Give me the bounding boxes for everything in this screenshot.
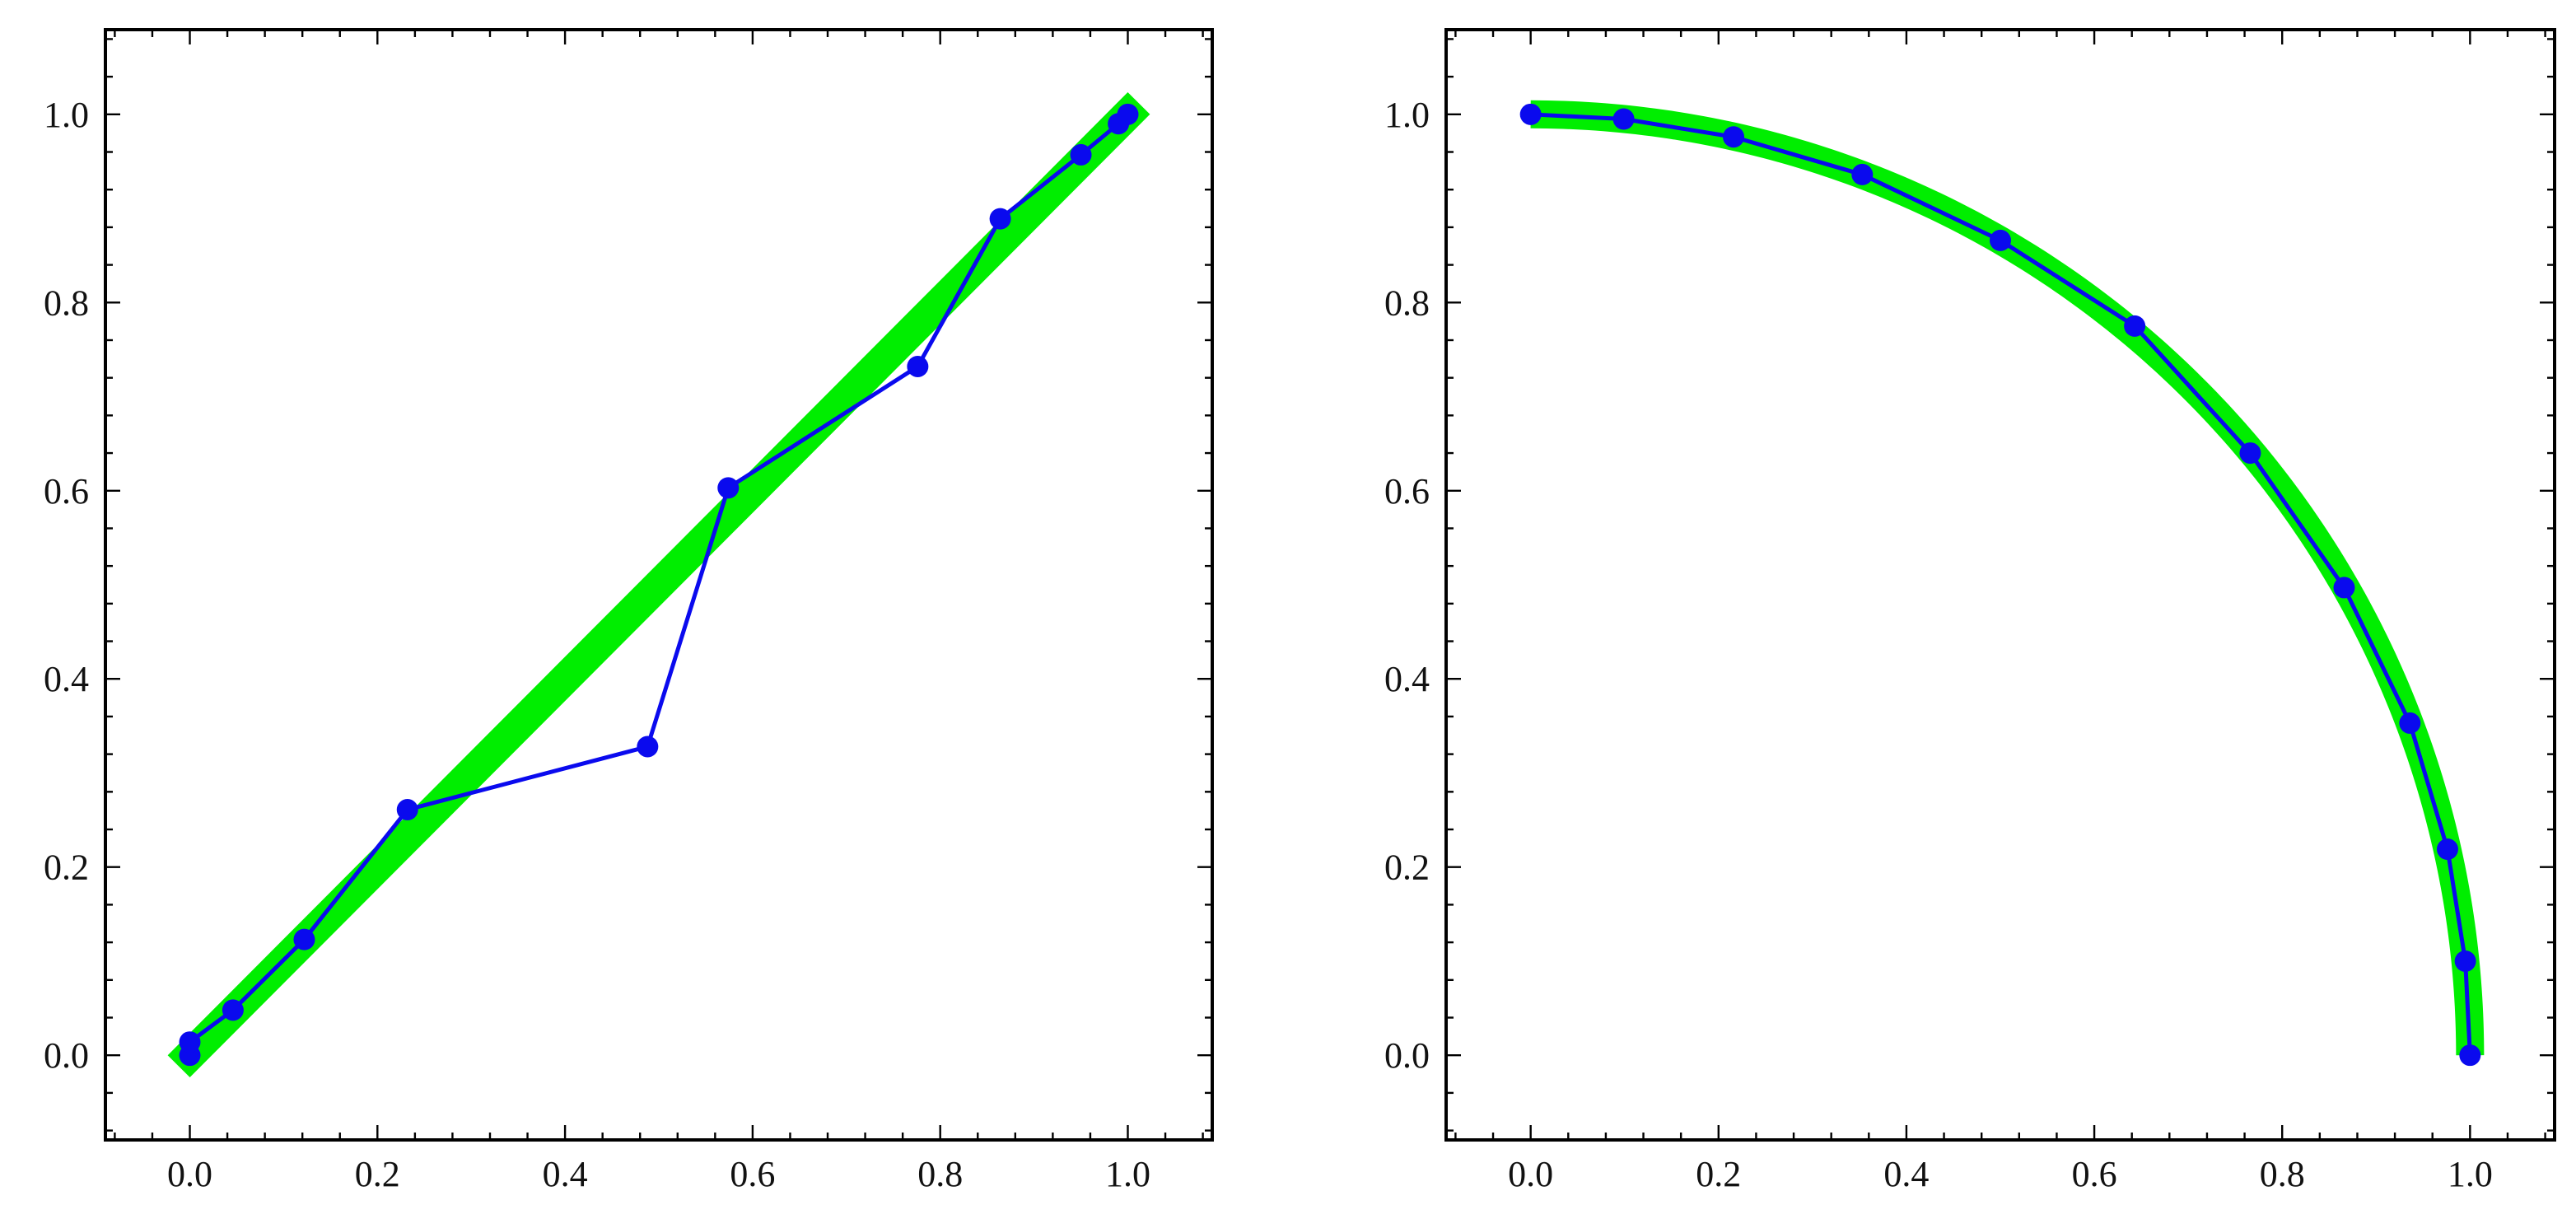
right-plot-data-point	[1612, 108, 1635, 130]
right-plot-y-tick-label: 0.0	[1384, 1035, 1430, 1076]
right-plot-y-tick-label: 0.6	[1384, 471, 1430, 511]
right-plot-data-point	[1990, 229, 2011, 251]
left-plot-data-point	[293, 928, 315, 950]
left-plot-axes: 0.0 0.2 0.4 0.6 0.8 1.0 0.0 0.2 0.4 0.6 0.8 1.0	[44, 28, 1214, 1194]
left-plot-y-tick-label: 0.4	[44, 659, 89, 699]
right-plot-data-point	[2399, 712, 2421, 734]
right-plot-data-point	[1851, 163, 1874, 185]
left-plot-data-point	[222, 999, 244, 1021]
right-plot-panel: 0.0 0.2 0.4 0.6 0.8 1.0 0.0 0.2 0.4 0.6 0.8 1.0	[1384, 28, 2556, 1194]
left-plot-x-tick-label: 0.4	[543, 1154, 588, 1194]
right-plot-data-point	[2124, 315, 2146, 337]
left-plot-x-tick-label: 0.8	[917, 1154, 963, 1194]
left-plot-y-tick-label: 0.0	[44, 1035, 89, 1076]
left-plot-y-tick-label: 0.2	[44, 848, 89, 888]
left-plot-frame	[104, 28, 1214, 1142]
left-plot-data-point	[1070, 143, 1092, 166]
right-plot-data-point	[1519, 103, 1542, 125]
left-plot-data-point	[1117, 103, 1139, 125]
right-plot-x-tick-label: 0.2	[1696, 1154, 1741, 1194]
right-plot-y-tick-label: 0.4	[1384, 659, 1430, 699]
right-plot-data-point	[1723, 126, 1745, 148]
right-plot-y-tick-label: 1.0	[1384, 95, 1430, 135]
left-plot-y-tick-label: 0.6	[44, 471, 89, 511]
left-plot-data-point	[637, 736, 659, 758]
right-plot-data-point	[2333, 577, 2355, 599]
right-plot-series-line	[1530, 112, 2472, 1056]
right-plot-marks	[1519, 100, 2485, 1067]
right-plot-axes: 0.0 0.2 0.4 0.6 0.8 1.0 0.0 0.2 0.4 0.6 0.8 1.0	[1384, 28, 2556, 1194]
left-plot-x-tick-label: 1.0	[1105, 1154, 1150, 1194]
left-plot-x-tick-label: 0.2	[355, 1154, 400, 1194]
left-plot-data-point	[717, 477, 740, 499]
right-plot-data-point	[2459, 1044, 2481, 1067]
left-plot-panel: 0.0 0.2 0.4 0.6 0.8 1.0 0.0 0.2 0.4 0.6 0.8 1.0	[44, 28, 1214, 1194]
left-plot-data-point	[179, 1031, 201, 1053]
left-plot-y-tick-label: 0.8	[44, 283, 89, 323]
right-plot-x-tick-label: 1.0	[2448, 1154, 2493, 1194]
right-plot-x-tick-label: 0.8	[2260, 1154, 2305, 1194]
right-plot-frame	[1444, 28, 2556, 1142]
left-plot-x-tick-label: 0.0	[167, 1154, 212, 1194]
right-plot-data-point	[2454, 950, 2476, 972]
right-plot-x-tick-label: 0.0	[1508, 1154, 1553, 1194]
right-plot-data-point	[2239, 442, 2261, 465]
right-plot-y-tick-label: 0.8	[1384, 283, 1430, 323]
left-plot-y-tick-label: 1.0	[44, 95, 89, 135]
left-plot-marks	[167, 91, 1150, 1078]
right-plot-data-point	[2436, 838, 2458, 861]
left-plot-x-tick-label: 0.6	[730, 1154, 775, 1194]
left-plot-data-point	[989, 208, 1011, 230]
right-plot-x-tick-label: 0.4	[1883, 1154, 1929, 1194]
right-plot-y-tick-label: 0.2	[1384, 848, 1430, 888]
left-plot-data-point	[396, 799, 418, 821]
left-plot-data-point	[907, 355, 929, 377]
right-plot-x-tick-label: 0.6	[2072, 1154, 2117, 1194]
